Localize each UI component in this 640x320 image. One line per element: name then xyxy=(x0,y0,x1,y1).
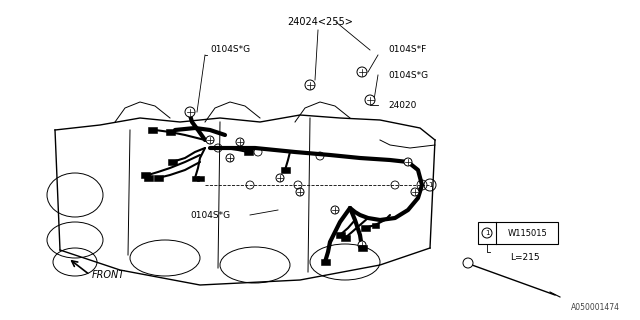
Text: A050001474: A050001474 xyxy=(571,303,620,312)
Bar xyxy=(141,172,150,178)
Bar xyxy=(143,175,152,181)
Text: 0104S*G: 0104S*G xyxy=(388,70,428,79)
Bar xyxy=(166,129,175,135)
Bar xyxy=(243,149,253,155)
Bar xyxy=(360,225,369,231)
Circle shape xyxy=(276,174,284,182)
Text: 1: 1 xyxy=(428,182,432,188)
Bar xyxy=(168,159,177,165)
Circle shape xyxy=(358,241,366,249)
Text: L=215: L=215 xyxy=(510,253,540,262)
Bar xyxy=(478,222,558,244)
Bar xyxy=(147,127,157,133)
Circle shape xyxy=(463,258,473,268)
Circle shape xyxy=(236,138,244,146)
Circle shape xyxy=(185,107,195,117)
Circle shape xyxy=(331,206,339,214)
Text: 0104S*F: 0104S*F xyxy=(388,45,426,54)
Bar xyxy=(196,175,204,180)
Bar xyxy=(191,175,198,180)
Text: 24024<255>: 24024<255> xyxy=(287,17,353,27)
Circle shape xyxy=(357,67,367,77)
Text: 0104S*G: 0104S*G xyxy=(210,45,250,54)
Circle shape xyxy=(206,136,214,144)
Circle shape xyxy=(365,95,375,105)
Text: 1: 1 xyxy=(484,230,489,236)
Text: FRONT: FRONT xyxy=(92,270,125,280)
Circle shape xyxy=(404,158,412,166)
Bar xyxy=(371,222,378,228)
Bar xyxy=(335,232,344,238)
Circle shape xyxy=(411,188,419,196)
Circle shape xyxy=(305,80,315,90)
Bar xyxy=(340,235,349,241)
Text: 0104S*G: 0104S*G xyxy=(190,211,230,220)
Text: W115015: W115015 xyxy=(508,228,548,237)
Bar xyxy=(280,167,289,173)
Bar xyxy=(154,175,163,181)
Bar xyxy=(358,245,367,251)
Text: 24020: 24020 xyxy=(388,100,417,109)
Circle shape xyxy=(226,154,234,162)
Bar xyxy=(321,259,330,265)
Circle shape xyxy=(296,188,304,196)
